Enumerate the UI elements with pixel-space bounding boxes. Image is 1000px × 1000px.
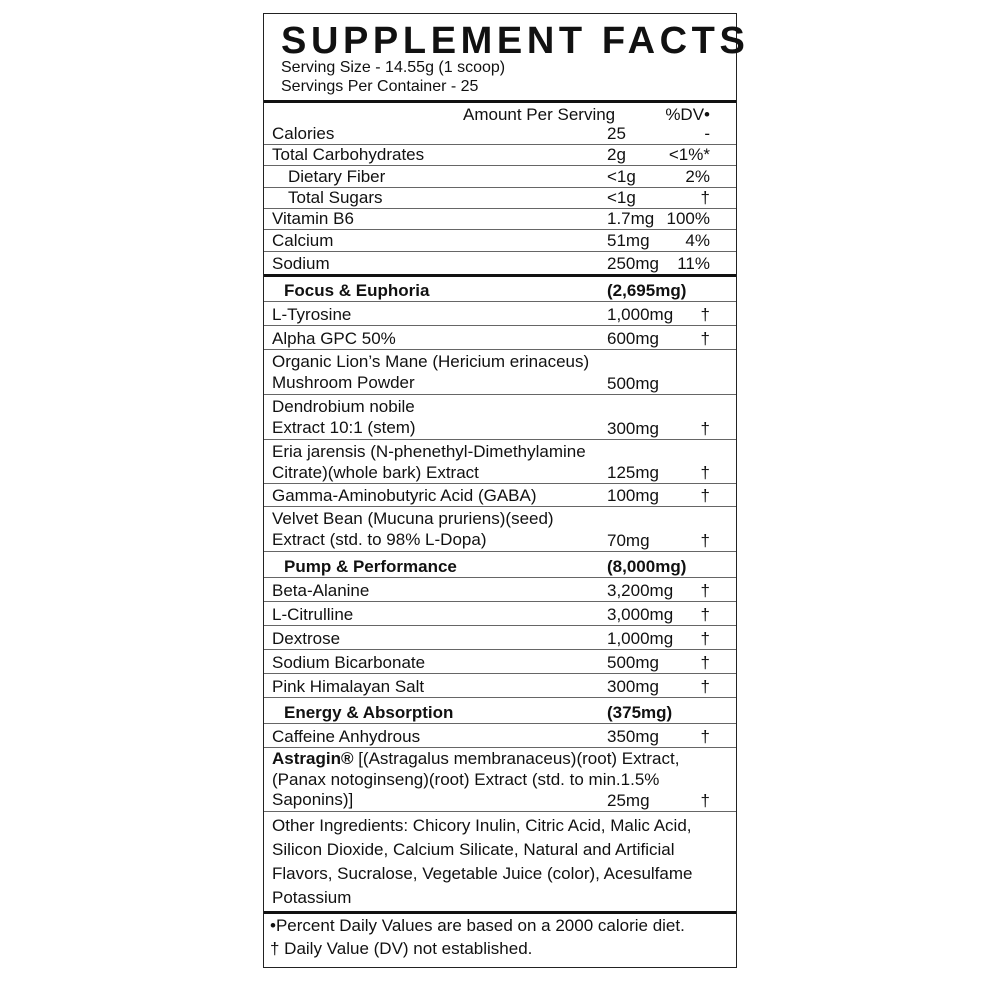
ingredient-row: Organic Lion’s Mane (Hericium erinaceus)…	[264, 350, 736, 395]
header: SUPPLEMENT FACTS Serving Size - 14.55g (…	[264, 14, 745, 100]
astragin-row: Astragin® [(Astragalus membranaceus)(roo…	[264, 748, 736, 812]
other-ingredients: Other Ingredients: Chicory Inulin, Citri…	[272, 816, 693, 907]
ingredient-row: Gamma-Aminobutyric Acid (GABA) 100mg †	[264, 484, 736, 507]
ingredient-row: Caffeine Anhydrous 350mg †	[264, 724, 736, 748]
ingredient-row: Eria jarensis (N-phenethyl-Dimethylamine…	[264, 440, 736, 484]
nutrient-row: Calcium 51mg 4%	[264, 230, 736, 252]
supplement-facts-panel: SUPPLEMENT FACTS Serving Size - 14.55g (…	[263, 13, 745, 968]
divider	[264, 274, 736, 277]
footnote-dv: •Percent Daily Values are based on a 200…	[270, 916, 685, 935]
section-header: Focus & Euphoria (2,695mg)	[264, 277, 736, 302]
section-header: Energy & Absorption (375mg)	[264, 698, 736, 724]
nutrient-row: Total Carbohydrates 2g <1%*	[264, 145, 736, 166]
ingredient-row: L-Tyrosine 1,000mg †	[264, 302, 736, 326]
ingredient-row: Pink Himalayan Salt 300mg †	[264, 674, 736, 698]
nutrient-row: Vitamin B6 1.7mg 100%	[264, 209, 736, 230]
panel-title: SUPPLEMENT FACTS	[281, 20, 750, 62]
divider	[264, 100, 736, 103]
divider	[264, 911, 736, 914]
ingredient-row: Dextrose 1,000mg †	[264, 626, 736, 650]
footnotes: •Percent Daily Values are based on a 200…	[264, 914, 736, 968]
ingredient-row: Sodium Bicarbonate 500mg †	[264, 650, 736, 674]
astragin-brand: Astragin®	[272, 749, 354, 768]
amount-header: Amount Per Serving	[463, 105, 616, 124]
ingredient-row: L-Citrulline 3,000mg †	[264, 602, 736, 626]
serving-size: Serving Size - 14.55g (1 scoop)	[281, 59, 506, 76]
ingredient-row: Dendrobium nobile Extract 10:1 (stem) 300…	[264, 395, 736, 440]
nutrient-row: Total Sugars <1g †	[264, 188, 736, 209]
footnote-dagger: † Daily Value (DV) not established.	[270, 939, 533, 958]
nutrient-row: Sodium 250mg 11%	[272, 254, 710, 273]
servings-per-container: Servings Per Container - 25	[281, 78, 479, 95]
ingredient-row: Beta-Alanine 3,200mg †	[264, 578, 736, 602]
ingredient-row: Velvet Bean (Mucuna pruriens)(seed) Extra…	[264, 507, 736, 552]
ingredient-row: Alpha GPC 50% 600mg †	[264, 326, 736, 350]
section-header: Pump & Performance (8,000mg)	[264, 552, 736, 578]
nutrient-row: Dietary Fiber <1g 2%	[264, 166, 736, 188]
column-header: Amount Per Serving %DV•	[264, 103, 736, 125]
nutrient-row: Calories 25 -	[264, 124, 736, 145]
dv-header: %DV•	[665, 105, 710, 124]
